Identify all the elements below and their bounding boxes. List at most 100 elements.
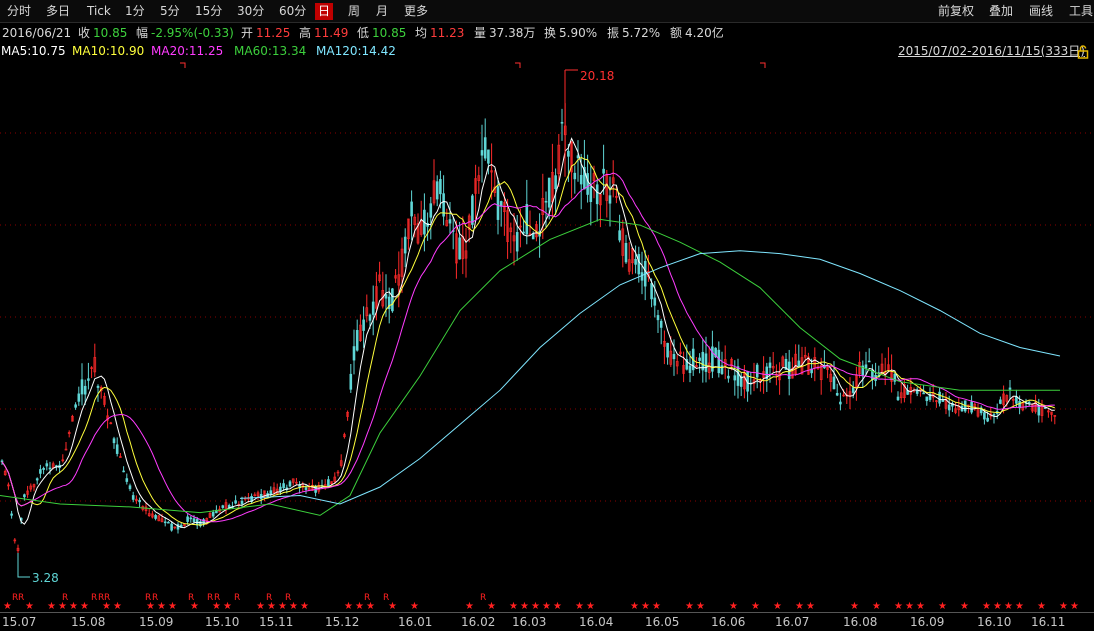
- amplitude-value: 5.72%: [622, 26, 661, 40]
- candle-body: [666, 342, 669, 358]
- close-label: 收: [78, 26, 91, 40]
- candle-body: [605, 175, 609, 201]
- signal-star: ★: [1037, 601, 1046, 612]
- tab-more[interactable]: 更多: [404, 4, 429, 18]
- candle-body: [394, 275, 397, 279]
- signal-r: R: [383, 593, 389, 603]
- kline-chart[interactable]: 20.18 3.28 ★ ★ ★ ★ ★ ★ ★ ★ ★ ★ ★ ★ ★ ★ ★ ★ ★ ★ ★ ★ ★ ★ ★ ★ ★ ★ ★ ★ ★…: [0, 0, 1094, 612]
- candle-body: [125, 478, 129, 482]
- forward-adjust-button[interactable]: 前复权: [938, 4, 975, 18]
- candle-body: [87, 378, 90, 381]
- candle-body: [698, 357, 701, 361]
- candle-body: [128, 485, 132, 490]
- candle-body: [717, 349, 721, 374]
- tab-monthly[interactable]: 月: [376, 4, 389, 18]
- tab-60min[interactable]: 60分: [279, 4, 307, 18]
- amount-value: 4.20亿: [685, 26, 724, 40]
- candle-body: [634, 258, 637, 265]
- candle-body: [570, 141, 573, 173]
- candle-body: [279, 486, 282, 492]
- candle-body: [515, 232, 519, 252]
- candle-body: [531, 233, 535, 240]
- candle-body: [311, 484, 314, 491]
- candle-body: [675, 361, 679, 367]
- candle-body: [269, 490, 273, 495]
- signal-r: R: [266, 593, 272, 603]
- candle-body: [986, 417, 989, 422]
- signal-star: ★: [586, 601, 595, 612]
- candle-body: [151, 513, 154, 518]
- date-tick: 15.10: [205, 615, 240, 629]
- date-tick: 15.08: [71, 615, 106, 629]
- signal-star: ★: [3, 601, 12, 612]
- candle-body: [826, 366, 829, 370]
- candle-body: [375, 286, 378, 309]
- candle-body: [471, 195, 474, 225]
- signal-star: ★: [47, 601, 56, 612]
- price-grid: [0, 62, 1094, 502]
- candle-body: [784, 358, 788, 370]
- signal-star: ★: [553, 601, 562, 612]
- candle-body: [400, 248, 404, 277]
- candle-body: [925, 396, 929, 402]
- date-tick: 16.04: [579, 615, 614, 629]
- candle-body: [941, 399, 945, 402]
- candle-body: [442, 193, 445, 217]
- signal-star: ★: [410, 601, 419, 612]
- candle-body: [595, 184, 599, 205]
- candle-body: [842, 394, 845, 397]
- signal-r: R: [152, 593, 158, 603]
- candle-body: [679, 351, 682, 354]
- draw-line-button[interactable]: 画线: [1029, 4, 1054, 18]
- tab-5min[interactable]: 5分: [160, 4, 180, 18]
- lock-icon[interactable]: [1077, 42, 1089, 60]
- tab-weekly[interactable]: 周: [348, 4, 361, 18]
- overlay-button[interactable]: 叠加: [989, 4, 1014, 18]
- candle-body: [0, 460, 4, 463]
- tab-daily[interactable]: 日: [315, 3, 334, 20]
- signal-r: R: [91, 593, 97, 603]
- candle-body: [416, 223, 420, 244]
- candle-body: [170, 523, 173, 531]
- candle-body: [733, 375, 737, 381]
- candle-body: [903, 384, 906, 399]
- candle-body: [355, 330, 359, 351]
- signal-star: ★: [300, 601, 309, 612]
- signal-star: ★: [641, 601, 650, 612]
- ma5-legend: MA5:10.75: [1, 44, 66, 58]
- candle-body: [938, 391, 941, 404]
- tools-button[interactable]: 工具: [1069, 4, 1094, 18]
- tab-intraday[interactable]: 分时: [7, 4, 32, 18]
- signal-star: ★: [905, 601, 914, 612]
- low-price-label: 3.28: [32, 571, 59, 585]
- tab-1min[interactable]: 1分: [125, 4, 145, 18]
- high-value: 11.49: [314, 26, 349, 40]
- candle-body: [701, 351, 705, 371]
- signal-star: ★: [1015, 601, 1024, 612]
- signal-markers: ★ ★ ★ ★ ★ ★ ★ ★ ★ ★ ★ ★ ★ ★ ★ ★ ★ ★ ★ ★ ★ ★ ★ ★ ★ ★ ★ ★ ★ ★ ★ ★ ★ ★ ★ ★ ★ ★ ★ ★…: [3, 593, 1079, 612]
- candle-body: [330, 481, 333, 485]
- candle-body: [378, 274, 381, 282]
- signal-star: ★: [795, 601, 804, 612]
- candle-body: [653, 297, 657, 306]
- candle-body: [77, 393, 81, 402]
- signal-star: ★: [366, 601, 375, 612]
- ma60-legend: MA60:13.34: [234, 44, 307, 58]
- signal-star: ★: [696, 601, 705, 612]
- tab-15min[interactable]: 15分: [195, 4, 223, 18]
- date-tick: 16.09: [910, 615, 945, 629]
- candle-body: [23, 494, 26, 498]
- candle-body: [253, 494, 257, 497]
- signal-star: ★: [685, 601, 694, 612]
- candle-body: [944, 398, 948, 409]
- signal-star: ★: [1059, 601, 1068, 612]
- candle-body: [599, 193, 602, 206]
- tab-multi-day[interactable]: 多日: [46, 4, 71, 18]
- high-arrow: [564, 69, 578, 72]
- candles-layer: [0, 103, 1057, 554]
- tab-tick[interactable]: Tick: [87, 4, 111, 18]
- candle-body: [794, 353, 797, 374]
- date-range[interactable]: 2015/07/02-2016/11/15(333日): [898, 44, 1085, 58]
- close-value: 10.85: [93, 26, 128, 40]
- tab-30min[interactable]: 30分: [237, 4, 265, 18]
